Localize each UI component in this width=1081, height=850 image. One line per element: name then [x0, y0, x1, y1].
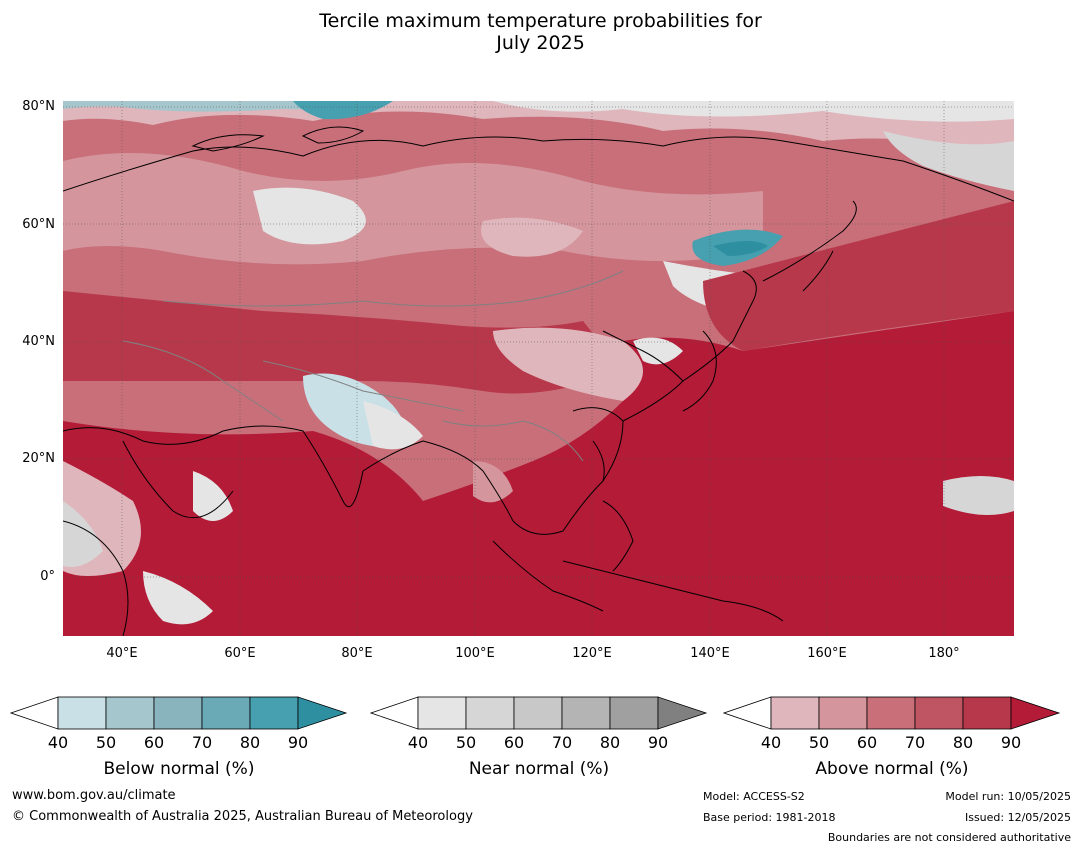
region-near-horn — [63, 501, 103, 567]
tick-label: 90 — [287, 733, 309, 752]
region-below-okhotsk-core — [713, 241, 768, 256]
lon-label-140e: 140°E — [690, 646, 730, 661]
colorbar-swatch — [249, 696, 299, 730]
copyright-text: © Commonwealth of Australia 2025, Austra… — [12, 809, 473, 824]
tick-label: 90 — [647, 733, 669, 752]
colorbar-swatch — [153, 696, 203, 730]
tick-label: 70 — [191, 733, 213, 752]
colorbar-swatch — [914, 696, 964, 730]
region-above-40 — [63, 101, 1014, 161]
map-svg — [63, 101, 1014, 636]
tick-label: 40 — [760, 733, 782, 752]
region-near-ganges — [363, 401, 423, 450]
lon-label-100e: 100°E — [455, 646, 495, 661]
lat-label-80n: 80°N — [22, 99, 55, 114]
region-near-arabian-sea — [193, 471, 233, 521]
tick-label: 50 — [95, 733, 117, 752]
lon-label-120e: 120°E — [572, 646, 612, 661]
colorbar-swatch — [561, 696, 611, 730]
probability-map — [63, 101, 1014, 636]
colorbar-swatch — [513, 696, 563, 730]
colorbar-above-label: Above normal (%) — [815, 759, 969, 779]
region-above-50-siberia — [63, 153, 763, 265]
tick-label: 50 — [808, 733, 830, 752]
country-borders — [122, 270, 624, 462]
colorbar-low-extend — [10, 696, 59, 730]
model-run-text: Model run: 10/05/2025 — [945, 790, 1071, 803]
colorbar-swatch — [770, 696, 820, 730]
region-above-40-central — [481, 217, 583, 257]
colorbar-swatch — [465, 696, 515, 730]
colorbar-swatch — [866, 696, 916, 730]
colorbar-below-label: Below normal (%) — [103, 759, 255, 779]
tick-label: 80 — [599, 733, 621, 752]
region-near-central-pacific — [943, 476, 1014, 515]
tick-label: 70 — [904, 733, 926, 752]
region-below-arctic — [63, 101, 363, 112]
colorbar-swatch — [201, 696, 251, 730]
tick-label: 60 — [503, 733, 525, 752]
colorbar-swatch — [105, 696, 155, 730]
colorbar-high-extend — [297, 696, 348, 730]
region-near-chukotka — [883, 131, 1014, 191]
region-above-90-south — [63, 311, 1014, 636]
website-link[interactable]: www.bom.gov.au/climate — [12, 788, 176, 803]
lon-label-80e: 80°E — [341, 646, 373, 661]
tick-label: 80 — [239, 733, 261, 752]
colorbar-near-label: Near normal (%) — [468, 759, 610, 779]
region-above-40-china — [493, 327, 643, 401]
region-near-arctic — [493, 101, 1014, 122]
tick-label: 50 — [455, 733, 477, 752]
region-near-west-siberia — [253, 187, 366, 245]
tick-label: 90 — [1000, 733, 1022, 752]
colorbar-high-extend — [1010, 696, 1061, 730]
lat-label-20n: 20°N — [22, 451, 55, 466]
lon-label-60e: 60°E — [224, 646, 256, 661]
graticule — [63, 101, 1014, 636]
colorbar-swatch — [818, 696, 868, 730]
tick-label: 40 — [47, 733, 69, 752]
model-text: Model: ACCESS-S2 — [703, 790, 805, 803]
title-line-1: Tercile maximum temperature probabilitie… — [319, 10, 762, 32]
lat-label-0: 0° — [40, 569, 55, 584]
colorbar-swatch — [962, 696, 1012, 730]
colorbar-swatch — [417, 696, 467, 730]
colorbar-near — [370, 696, 708, 730]
lat-label-40n: 40°N — [22, 334, 55, 349]
region-below-kara — [293, 101, 393, 120]
region-near-indian-ocean — [143, 571, 213, 625]
lon-label-180: 180° — [928, 646, 960, 661]
colorbar-swatch — [57, 696, 107, 730]
region-above-80-pacific — [703, 201, 1014, 351]
tick-label: 70 — [551, 733, 573, 752]
region-near-korea — [633, 337, 683, 365]
colorbar-above — [723, 696, 1061, 730]
disclaimer-text: Boundaries are not considered authoritat… — [827, 831, 1071, 844]
colorbar-low-extend — [370, 696, 419, 730]
colorbar-below — [10, 696, 348, 730]
issued-text: Issued: 12/05/2025 — [964, 811, 1071, 824]
tick-label: 40 — [407, 733, 429, 752]
coastlines — [63, 126, 1014, 636]
lon-label-160e: 160°E — [807, 646, 847, 661]
title-line-2: July 2025 — [496, 32, 585, 54]
tick-label: 60 — [143, 733, 165, 752]
tick-label: 80 — [952, 733, 974, 752]
colorbar-low-extend — [723, 696, 772, 730]
lon-label-40e: 40°E — [106, 646, 138, 661]
colorbar-swatch — [609, 696, 659, 730]
chart-title: Tercile maximum temperature probabilitie… — [0, 10, 1081, 54]
base-period-text: Base period: 1981-2018 — [703, 811, 836, 824]
tick-label: 60 — [856, 733, 878, 752]
lat-label-60n: 60°N — [22, 217, 55, 232]
colorbar-high-extend — [657, 696, 708, 730]
